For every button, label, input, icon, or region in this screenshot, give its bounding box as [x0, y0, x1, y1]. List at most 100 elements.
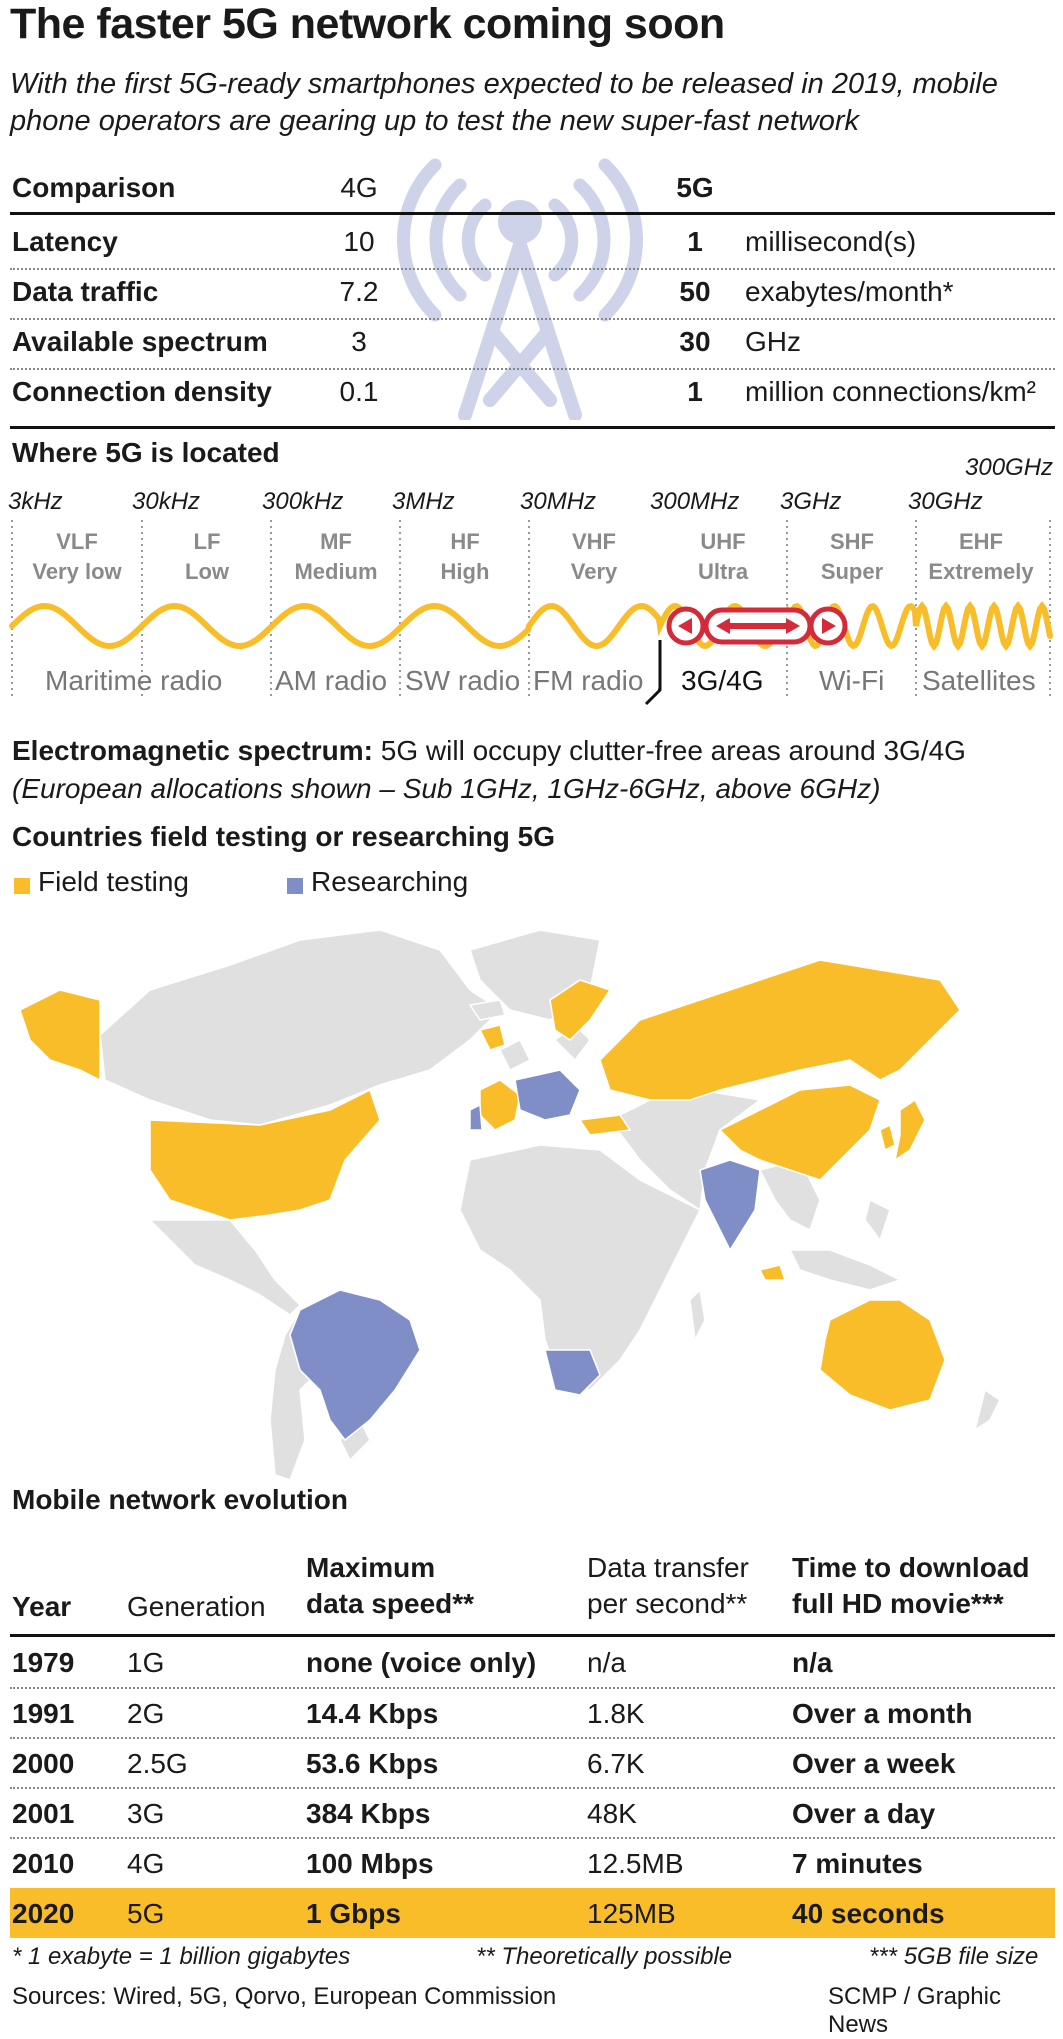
row-label: Latency — [12, 226, 118, 257]
legend-field-testing: Field testing — [38, 866, 189, 897]
unit: million connections/km² — [745, 376, 1036, 407]
spectrum-title: Where 5G is located — [12, 437, 280, 468]
freq-label: 3GHz — [780, 488, 842, 515]
russia — [599, 959, 961, 1101]
page-title: The faster 5G network coming soon — [10, 0, 725, 48]
divider — [10, 212, 1055, 215]
freq-label: 3MHz — [392, 488, 455, 515]
legend-swatch-researching — [287, 878, 303, 894]
divider — [10, 1787, 1055, 1789]
wave-line — [9, 600, 1053, 652]
5g-allocation-markers — [666, 606, 848, 646]
row-label: Available spectrum — [12, 326, 268, 357]
comparison-row: Connection density 0.1 1 million connect… — [10, 376, 1055, 426]
portugal — [469, 1103, 483, 1131]
comparison-header-4g: 4G — [340, 172, 378, 203]
canada — [99, 929, 502, 1126]
evolution-title: Mobile network evolution — [12, 1484, 349, 1515]
value-5g: 50 — [679, 276, 711, 307]
band-shf: SHF Super — [820, 529, 884, 584]
turkey — [578, 1114, 632, 1136]
divider — [10, 426, 1055, 429]
row-label: Data traffic — [12, 276, 159, 307]
usa — [149, 1088, 381, 1221]
row-label: Connection density — [12, 376, 272, 407]
value-5g: 30 — [679, 326, 711, 357]
value-4g: 10 — [343, 226, 375, 257]
south-africa — [544, 1349, 601, 1396]
comparison-row: Data traffic 7.2 50 exabytes/month* — [10, 276, 1055, 326]
use-satellites: Satellites — [922, 665, 1036, 696]
band-hf: HF High — [440, 529, 490, 584]
unit: exabytes/month* — [745, 276, 954, 307]
footnote-theoretical: ** Theoretically possible — [476, 1943, 733, 1970]
divider — [10, 268, 1055, 270]
use-am-radio: AM radio — [275, 665, 388, 696]
indonesia-island — [758, 1264, 787, 1281]
philippines — [864, 1198, 891, 1242]
mexico — [148, 1219, 302, 1316]
freq-label: 3kHz — [8, 488, 63, 515]
freq-label: 30MHz — [520, 488, 597, 515]
china — [718, 1084, 881, 1181]
comparison-header-row: Comparison 4G 5G — [10, 172, 1055, 222]
header-transfer: Data transfer per second** — [587, 1552, 749, 1619]
evolution-row: 2010 4G 100 Mbps 12.5MB 7 minutes — [12, 1848, 923, 1879]
divider — [10, 368, 1055, 370]
band-mf: MF Medium — [294, 529, 378, 584]
comparison-header-5g: 5G — [676, 172, 714, 203]
use-fm-radio: FM radio — [533, 665, 644, 696]
divider — [10, 1634, 1055, 1637]
scandinavia — [549, 979, 612, 1041]
ireland-uk — [478, 1024, 506, 1051]
freq-label: 30kHz — [132, 488, 201, 515]
use-wifi: Wi-Fi — [819, 665, 885, 696]
iceland — [468, 999, 506, 1021]
divider — [10, 1737, 1055, 1739]
central-europe — [514, 1069, 581, 1121]
unit: millisecond(s) — [745, 226, 917, 257]
evolution-row: 1979 1G none (voice only) n/a n/a — [12, 1647, 833, 1678]
value-4g: 0.1 — [339, 376, 379, 407]
unit: GHz — [745, 326, 801, 357]
band-uhf: UHF Ultra — [697, 529, 749, 584]
header-speed: Maximum data speed** — [306, 1552, 475, 1619]
band-vhf: VHF Very — [570, 529, 618, 584]
sources: Sources: Wired, 5G, Qorvo, European Comm… — [12, 1983, 557, 2010]
world-map — [19, 929, 1001, 1480]
evolution-row: 2000 2.5G 53.6 Kbps 6.7K Over a week — [12, 1748, 956, 1779]
band-vlf: VLF Very low — [32, 529, 122, 584]
freq-label: 300GHz — [965, 454, 1054, 481]
comparison-header-label: Comparison — [12, 172, 176, 203]
evolution-row-highlight: 2020 5G 1 Gbps 125MB 40 seconds — [10, 1888, 1055, 1938]
spectrum-wave-graphic — [9, 520, 1053, 706]
uk — [498, 1038, 532, 1072]
new-zealand — [973, 1388, 1001, 1432]
freq-label: 300MHz — [650, 488, 740, 515]
evolution-row: 2001 3G 384 Kbps 48K Over a day — [12, 1798, 936, 1829]
credit: SCMP / Graphic News — [828, 1983, 1001, 2038]
divider — [10, 1837, 1055, 1839]
legend-swatch-field-testing — [14, 878, 30, 894]
antenna-tower-icon — [396, 158, 644, 420]
use-maritime-radio: Maritime radio — [45, 665, 223, 696]
comparison-row: Latency 10 1 millisecond(s) — [10, 226, 1055, 276]
japan — [893, 1098, 926, 1162]
india — [699, 1159, 761, 1252]
band-lf: LF Low — [185, 529, 229, 584]
header-generation: Generation — [127, 1591, 266, 1622]
footnote-file-size: *** 5GB file size — [869, 1943, 1039, 1970]
use-sw-radio: SW radio — [405, 665, 521, 696]
divider — [10, 318, 1055, 320]
header-year: Year — [12, 1591, 72, 1622]
divider — [10, 1687, 1055, 1689]
comparison-row: Available spectrum 3 30 GHz — [10, 326, 1055, 376]
freq-label: 300kHz — [262, 488, 344, 515]
use-3g-4g: 3G/4G — [681, 665, 764, 696]
value-5g: 1 — [687, 376, 703, 407]
band-ehf: EHF Extremely — [928, 529, 1034, 584]
value-5g: 1 — [687, 226, 703, 257]
australia — [819, 1299, 946, 1411]
alaska — [19, 989, 101, 1082]
header-download: Time to download full HD movie*** — [792, 1552, 1030, 1619]
